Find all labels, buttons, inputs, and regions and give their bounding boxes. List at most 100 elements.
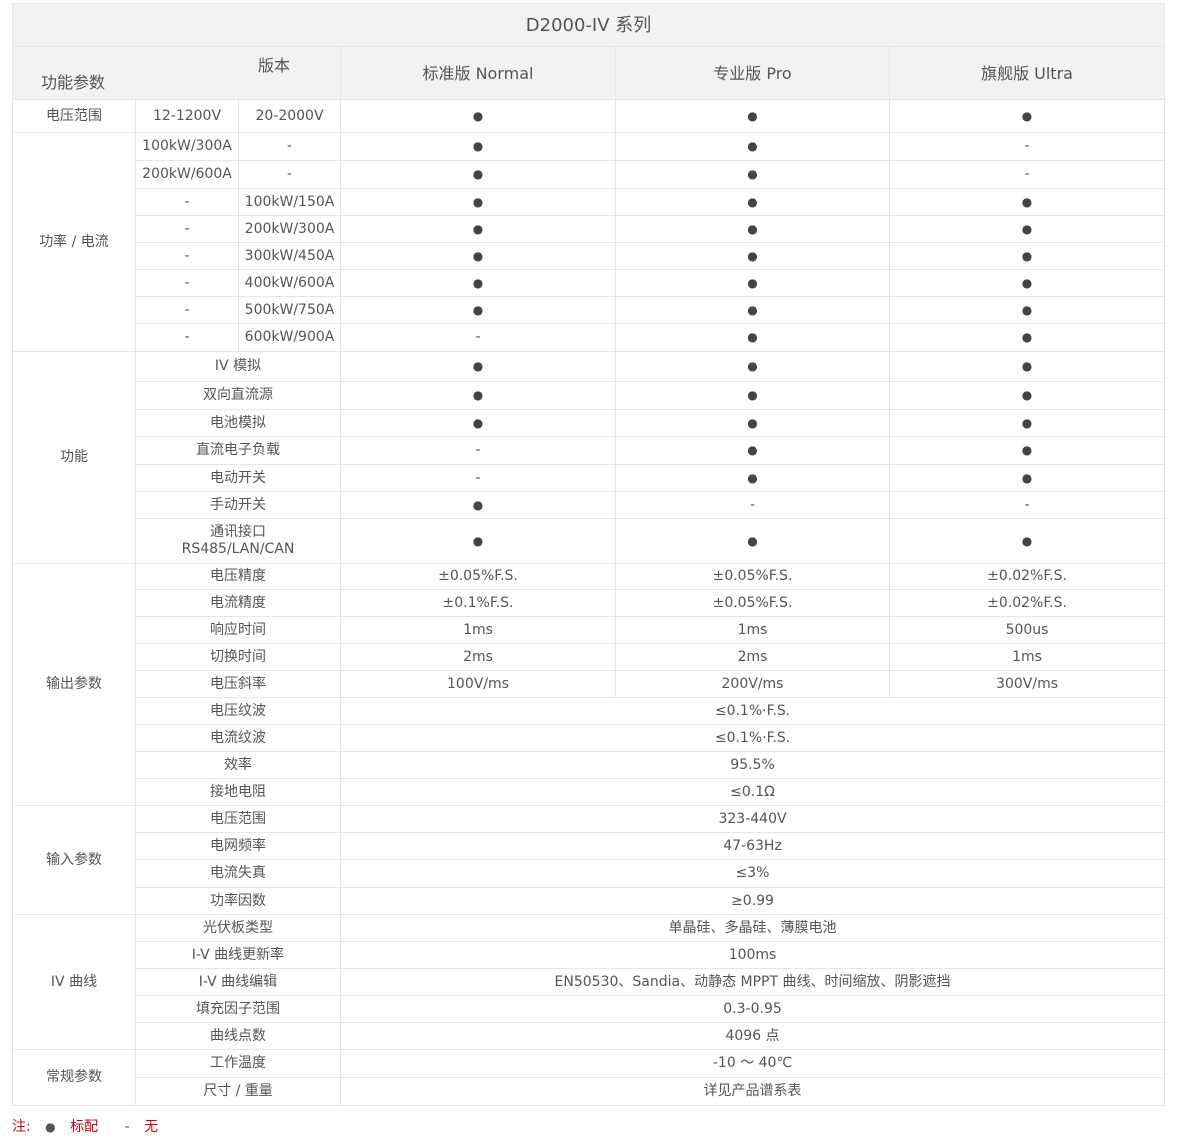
table-row: 功率 / 电流 100kW/300A - ● ● - [12,132,1166,352]
value-cell: ● [340,296,616,324]
diagonal-header: 版本 功能参数 [12,46,341,100]
table-row: 电网频率 47-63Hz [13,832,1166,860]
value-cell: ● [888,409,1166,437]
value-cell: ● [888,323,1166,352]
param-name: 电流纹波 [135,724,341,752]
value-cell: EN50530、Sandia、动静态 MPPT 曲线、时间缩放、阴影遮挡 [339,968,1166,996]
section-label: 输入参数 [12,805,136,915]
table-row: 电流失真 ≤3% [13,859,1166,888]
spec-table: D2000-IV 系列 版本 功能参数 标准版 Normal 专业版 Pro 旗… [11,3,1166,1106]
value-cell: - [340,464,616,492]
value-cell: ● [615,436,890,465]
value-cell: ±0.1%F.S. [340,589,616,617]
table-row: 效率 95.5% [13,751,1166,779]
value-cell: ● [340,409,616,437]
table-row: 输出参数 电压精度 ±0.05%F.S. ±0.05%F.S. ±0.02%F.S. [12,563,1166,806]
table-row: I-V 曲线更新率 100ms [13,941,1166,969]
value-cell: 300V/ms [888,670,1166,698]
value-cell: ● [615,518,890,564]
param-name: 接地电阻 [135,778,341,806]
table-row: 通讯接口 RS485/LAN/CAN ● ● ● [13,518,1166,564]
table-row: -300kW/450A ● ● ● [13,242,1166,270]
edition-ultra: 旗舰版 Ultra [888,46,1166,100]
value-cell: 1ms [888,643,1166,671]
value-cell: 单晶硅、多晶硅、薄膜电池 [339,914,1166,942]
param-name: 尺寸 / 重量 [135,1077,341,1106]
value-cell: ● [615,99,890,133]
value-cell: 4096 点 [339,1022,1166,1050]
table-row: 尺寸 / 重量 详见产品谱系表 [13,1077,1166,1106]
value-cell: ≤0.1%·F.S. [339,697,1166,725]
param-name: 电压精度 [135,563,341,590]
table-row: -100kW/150A ● ● ● [13,188,1166,216]
value-cell: ±0.05%F.S. [340,563,616,590]
table-row: 输入参数 电压范围 323-440V [12,805,1166,915]
value-cell: ● [340,269,616,297]
section-label: 输出参数 [12,563,136,806]
value-cell: ● [340,215,616,243]
value-cell: 1ms [615,616,890,644]
value-cell: ±0.05%F.S. [615,563,890,590]
param-name: 填充因子范围 [135,995,341,1023]
table-row: -400kW/600A ● ● ● [13,269,1166,297]
param-cell: - [135,242,239,270]
value-cell: - [615,491,890,519]
value-cell: ● [888,464,1166,492]
value-cell: ● [888,188,1166,216]
value-cell: 500us [888,616,1166,644]
table-row: 电压范围 12-1200V 20-2000V ● ● ● [12,99,1166,133]
value-cell: ● [888,351,1166,382]
value-cell: ● [340,99,616,133]
param-name: I-V 曲线编辑 [135,968,341,996]
value-cell: ● [888,269,1166,297]
table-row: 响应时间 1ms 1ms 500us [13,616,1166,644]
param-cell: - [135,188,239,216]
table-row: 电流精度 ±0.1%F.S. ±0.05%F.S. ±0.02%F.S. [13,589,1166,617]
param-name: 电压范围 [135,805,341,833]
value-cell: 2ms [340,643,616,671]
param-name: I-V 曲线更新率 [135,941,341,969]
param-cell: 500kW/750A [238,296,341,324]
param-cell: - [135,296,239,324]
table-row: 功能 IV 模拟 ● ● ● [12,351,1166,564]
table-row: 手动开关 ● - - [13,491,1166,519]
value-cell: ≤3% [339,859,1166,888]
param-cell: 400kW/600A [238,269,341,297]
value-cell: 200V/ms [615,670,890,698]
table-row: 功率因数 ≥0.99 [13,887,1166,915]
table-row: 切换时间 2ms 2ms 1ms [13,643,1166,671]
table-row: 电动开关 - ● ● [13,464,1166,492]
value-cell: ● [340,351,616,382]
value-cell: ±0.05%F.S. [615,589,890,617]
table-row: 填充因子范围 0.3-0.95 [13,995,1166,1023]
param-name: 工作温度 [135,1049,341,1078]
value-cell: ● [888,381,1166,410]
param-name: 手动开关 [135,491,341,519]
value-cell: - [888,491,1166,519]
value-cell: ±0.02%F.S. [888,563,1166,590]
value-cell: ● [615,409,890,437]
table-row: 接地电阻 ≤0.1Ω [13,778,1166,806]
dash-icon: - [124,1119,130,1135]
edition-pro: 专业版 Pro [615,46,890,100]
param-cell: - [135,215,239,243]
value-cell: 95.5% [339,751,1166,779]
param-cell: - [135,269,239,297]
value-cell: ≤0.1Ω [339,778,1166,806]
value-cell: - [888,160,1166,189]
param-name: 光伏板类型 [135,914,341,942]
value-cell: ● [615,351,890,382]
value-cell: 1ms [340,616,616,644]
table-row: 曲线点数 4096 点 [13,1022,1166,1050]
table-row: IV 曲线 光伏板类型 单晶硅、多晶硅、薄膜电池 [12,914,1166,1050]
section-label: IV 曲线 [12,914,136,1050]
value-cell: 100V/ms [340,670,616,698]
value-cell: - [888,132,1166,161]
param-name: 双向直流源 [135,381,341,410]
table-row: 电流纹波 ≤0.1%·F.S. [13,724,1166,752]
value-cell: - [340,436,616,465]
param-name: 电流失真 [135,859,341,888]
param-name: 响应时间 [135,616,341,644]
value-cell: 100ms [339,941,1166,969]
value-cell: 0.3-0.95 [339,995,1166,1023]
